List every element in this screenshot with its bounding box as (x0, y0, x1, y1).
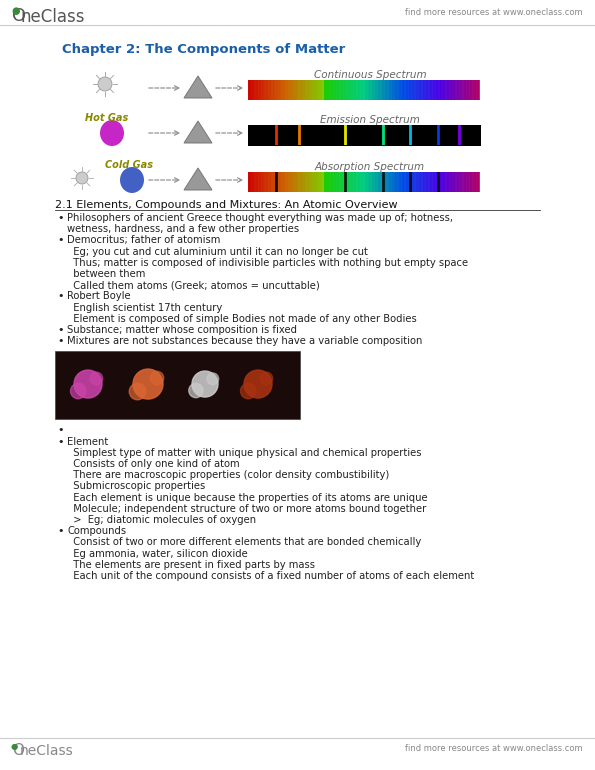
Polygon shape (184, 168, 212, 190)
Text: Each unit of the compound consists of a fixed number of atoms of each element: Each unit of the compound consists of a … (67, 571, 474, 581)
Text: Consists of only one kind of atom: Consists of only one kind of atom (67, 459, 240, 469)
Text: Substance; matter whose composition is fixed: Substance; matter whose composition is f… (67, 325, 297, 335)
Text: Submicroscopic properties: Submicroscopic properties (67, 481, 205, 491)
Circle shape (260, 372, 273, 385)
Text: •: • (57, 291, 64, 301)
Text: •: • (57, 437, 64, 447)
Text: •: • (57, 425, 64, 435)
Circle shape (207, 373, 218, 385)
Text: find more resources at www.oneclass.com: find more resources at www.oneclass.com (405, 744, 583, 753)
Text: •: • (57, 213, 64, 223)
Ellipse shape (100, 120, 124, 146)
Text: Emission Spectrum: Emission Spectrum (320, 115, 420, 125)
Circle shape (133, 369, 163, 399)
Circle shape (240, 383, 256, 399)
Text: Compounds: Compounds (67, 526, 126, 536)
Text: Hot Gas: Hot Gas (85, 113, 129, 123)
Text: Mixtures are not substances because they have a variable composition: Mixtures are not substances because they… (67, 336, 422, 346)
Text: O: O (12, 743, 24, 758)
Text: Simplest type of matter with unique physical and chemical properties: Simplest type of matter with unique phys… (67, 448, 421, 458)
Text: neClass: neClass (20, 8, 84, 26)
Text: •: • (57, 336, 64, 346)
Circle shape (76, 172, 88, 184)
Text: ●: ● (11, 6, 20, 16)
Polygon shape (184, 121, 212, 143)
Text: There are macroscopic properties (color density combustibility): There are macroscopic properties (color … (67, 470, 389, 480)
Text: 2.1 Elements, Compounds and Mixtures: An Atomic Overview: 2.1 Elements, Compounds and Mixtures: An… (55, 200, 397, 210)
Text: Continuous Spectrum: Continuous Spectrum (314, 70, 426, 80)
Circle shape (70, 383, 86, 399)
Text: between them: between them (67, 269, 145, 279)
Text: Philosophers of ancient Greece thought everything was made up of; hotness,: Philosophers of ancient Greece thought e… (67, 213, 453, 223)
Text: find more resources at www.oneclass.com: find more resources at www.oneclass.com (405, 8, 583, 17)
Text: Absorption Spectrum: Absorption Spectrum (315, 162, 425, 172)
Text: Chapter 2: The Components of Matter: Chapter 2: The Components of Matter (62, 43, 345, 56)
Text: Thus; matter is composed of indivisible particles with nothing but empty space: Thus; matter is composed of indivisible … (67, 258, 468, 268)
Ellipse shape (120, 167, 144, 193)
Polygon shape (184, 76, 212, 98)
Text: neClass: neClass (20, 744, 74, 758)
Circle shape (189, 383, 203, 397)
Text: Called them atoms (Greek; atomos = uncuttable): Called them atoms (Greek; atomos = uncut… (67, 280, 320, 290)
Text: Cold Gas: Cold Gas (105, 160, 153, 170)
Text: ●: ● (11, 742, 18, 751)
Circle shape (244, 370, 272, 398)
Text: Each element is unique because the properties of its atoms are unique: Each element is unique because the prope… (67, 493, 428, 503)
Text: Eg; you cut and cut aluminium until it can no longer be cut: Eg; you cut and cut aluminium until it c… (67, 246, 368, 256)
Circle shape (129, 383, 146, 400)
Text: Robert Boyle: Robert Boyle (67, 291, 131, 301)
Text: Democritus; father of atomism: Democritus; father of atomism (67, 236, 220, 246)
FancyBboxPatch shape (55, 351, 300, 420)
Text: Molecule; independent structure of two or more atoms bound together: Molecule; independent structure of two o… (67, 504, 426, 514)
Text: >  Eg; diatomic molecules of oxygen: > Eg; diatomic molecules of oxygen (67, 515, 256, 525)
Text: •: • (57, 325, 64, 335)
Text: wetness, hardness, and a few other properties: wetness, hardness, and a few other prope… (67, 224, 299, 234)
Circle shape (98, 77, 112, 91)
Text: Consist of two or more different elements that are bonded chemically: Consist of two or more different element… (67, 537, 421, 547)
Text: •: • (57, 526, 64, 536)
Circle shape (74, 370, 102, 398)
Text: Element: Element (67, 437, 108, 447)
Text: O: O (12, 7, 26, 25)
Text: The elements are present in fixed parts by mass: The elements are present in fixed parts … (67, 560, 315, 570)
Text: English scientist 17th century: English scientist 17th century (67, 303, 223, 313)
Circle shape (151, 371, 164, 385)
Text: Eg ammonia, water, silicon dioxide: Eg ammonia, water, silicon dioxide (67, 548, 248, 558)
Text: Element is composed of simple Bodies not made of any other Bodies: Element is composed of simple Bodies not… (67, 314, 416, 324)
Text: •: • (57, 236, 64, 246)
Circle shape (90, 372, 103, 385)
Circle shape (192, 371, 218, 397)
